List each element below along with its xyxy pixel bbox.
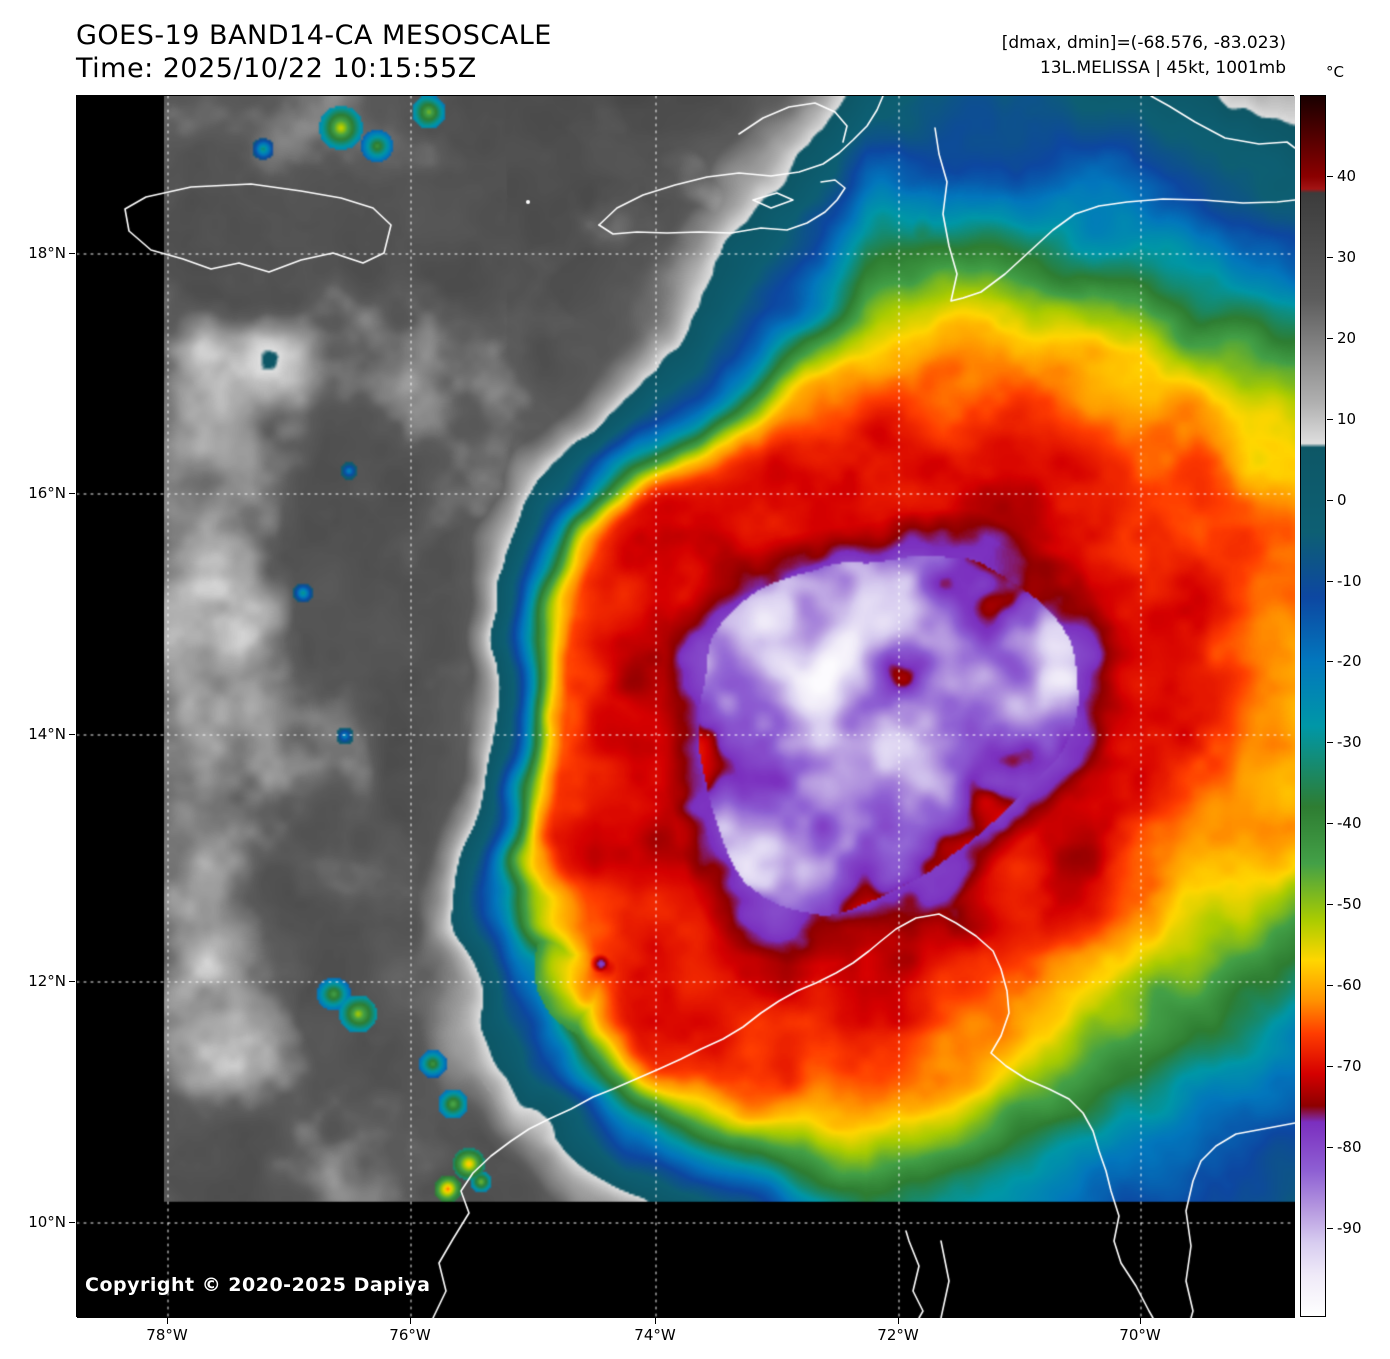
colorbar-tick-label: -30 [1337, 733, 1362, 752]
lat-tick-mark [69, 1222, 75, 1223]
lat-tick-label: 16°N [28, 484, 66, 502]
colorbar-tick-label: 30 [1337, 247, 1357, 266]
colorbar-tick-label: -60 [1337, 976, 1362, 995]
page-title: GOES-19 BAND14-CA MESOSCALE [76, 20, 552, 51]
colorbar-tick-mark [1327, 1066, 1333, 1068]
colorbar-tick-mark [1327, 256, 1333, 258]
lon-tick-label: 72°W [877, 1326, 919, 1344]
colorbar-tick-label: -50 [1337, 895, 1362, 914]
colorbar-tick-label: 10 [1337, 409, 1357, 428]
colorbar-tick-label: 20 [1337, 328, 1357, 347]
satellite-image-canvas [77, 96, 1295, 1318]
colorbar-tick-label: -40 [1337, 814, 1362, 833]
header-right: [dmax, dmin]=(-68.576, -83.023) 13L.MELI… [1002, 31, 1286, 81]
colorbar-tick-label: -20 [1337, 652, 1362, 671]
lat-tick-label: 14°N [28, 725, 66, 743]
lon-tick-label: 78°W [146, 1326, 188, 1344]
colorbar-tick-mark [1327, 1147, 1333, 1149]
colorbar-tick-mark [1327, 985, 1333, 987]
colorbar-tick-mark [1327, 580, 1333, 582]
lon-tick-label: 70°W [1119, 1326, 1161, 1344]
lat-tick-label: 12°N [28, 972, 66, 990]
colorbar-tick-mark [1327, 904, 1333, 906]
lon-tick-label: 74°W [634, 1326, 676, 1344]
timestamp: Time: 2025/10/22 10:15:55Z [76, 53, 477, 84]
lon-tick-mark [1140, 1318, 1141, 1324]
lat-tick-label: 18°N [28, 244, 66, 262]
lon-tick-mark [410, 1318, 411, 1324]
colorbar-tick-label: -90 [1337, 1218, 1362, 1237]
lon-tick-mark [898, 1318, 899, 1324]
colorbar-tick-label: -70 [1337, 1057, 1362, 1076]
colorbar-tick-label: -80 [1337, 1138, 1362, 1157]
colorbar-tick-mark [1327, 337, 1333, 339]
storm-info-readout: 13L.MELISSA | 45kt, 1001mb [1039, 58, 1286, 78]
copyright-label: Copyright © 2020-2025 Dapiya [85, 1274, 431, 1296]
colorbar-tick-mark [1327, 1227, 1333, 1229]
lat-tick-label: 10°N [28, 1213, 66, 1231]
colorbar [1300, 95, 1326, 1317]
lat-tick-mark [69, 493, 75, 494]
colorbar-tick-label: 40 [1337, 166, 1357, 185]
colorbar-tick-mark [1327, 742, 1333, 744]
colorbar-tick-mark [1327, 418, 1333, 420]
lon-tick-mark [167, 1318, 168, 1324]
lat-tick-mark [69, 981, 75, 982]
colorbar-tick-mark [1327, 823, 1333, 825]
lon-tick-mark [655, 1318, 656, 1324]
colorbar-tick-mark [1327, 661, 1333, 663]
lat-tick-mark [69, 734, 75, 735]
lat-tick-mark [69, 253, 75, 254]
colorbar-tick-mark [1327, 499, 1333, 501]
colorbar-unit-label: °C [1326, 63, 1344, 81]
colorbar-tick-label: 0 [1337, 490, 1347, 509]
lon-tick-label: 76°W [389, 1326, 431, 1344]
colorbar-tick-label: -10 [1337, 571, 1362, 590]
colorbar-tick-mark [1327, 175, 1333, 177]
dmax-dmin-readout: [dmax, dmin]=(-68.576, -83.023) [1001, 33, 1286, 53]
satellite-map: Copyright © 2020-2025 Dapiya [76, 95, 1295, 1318]
